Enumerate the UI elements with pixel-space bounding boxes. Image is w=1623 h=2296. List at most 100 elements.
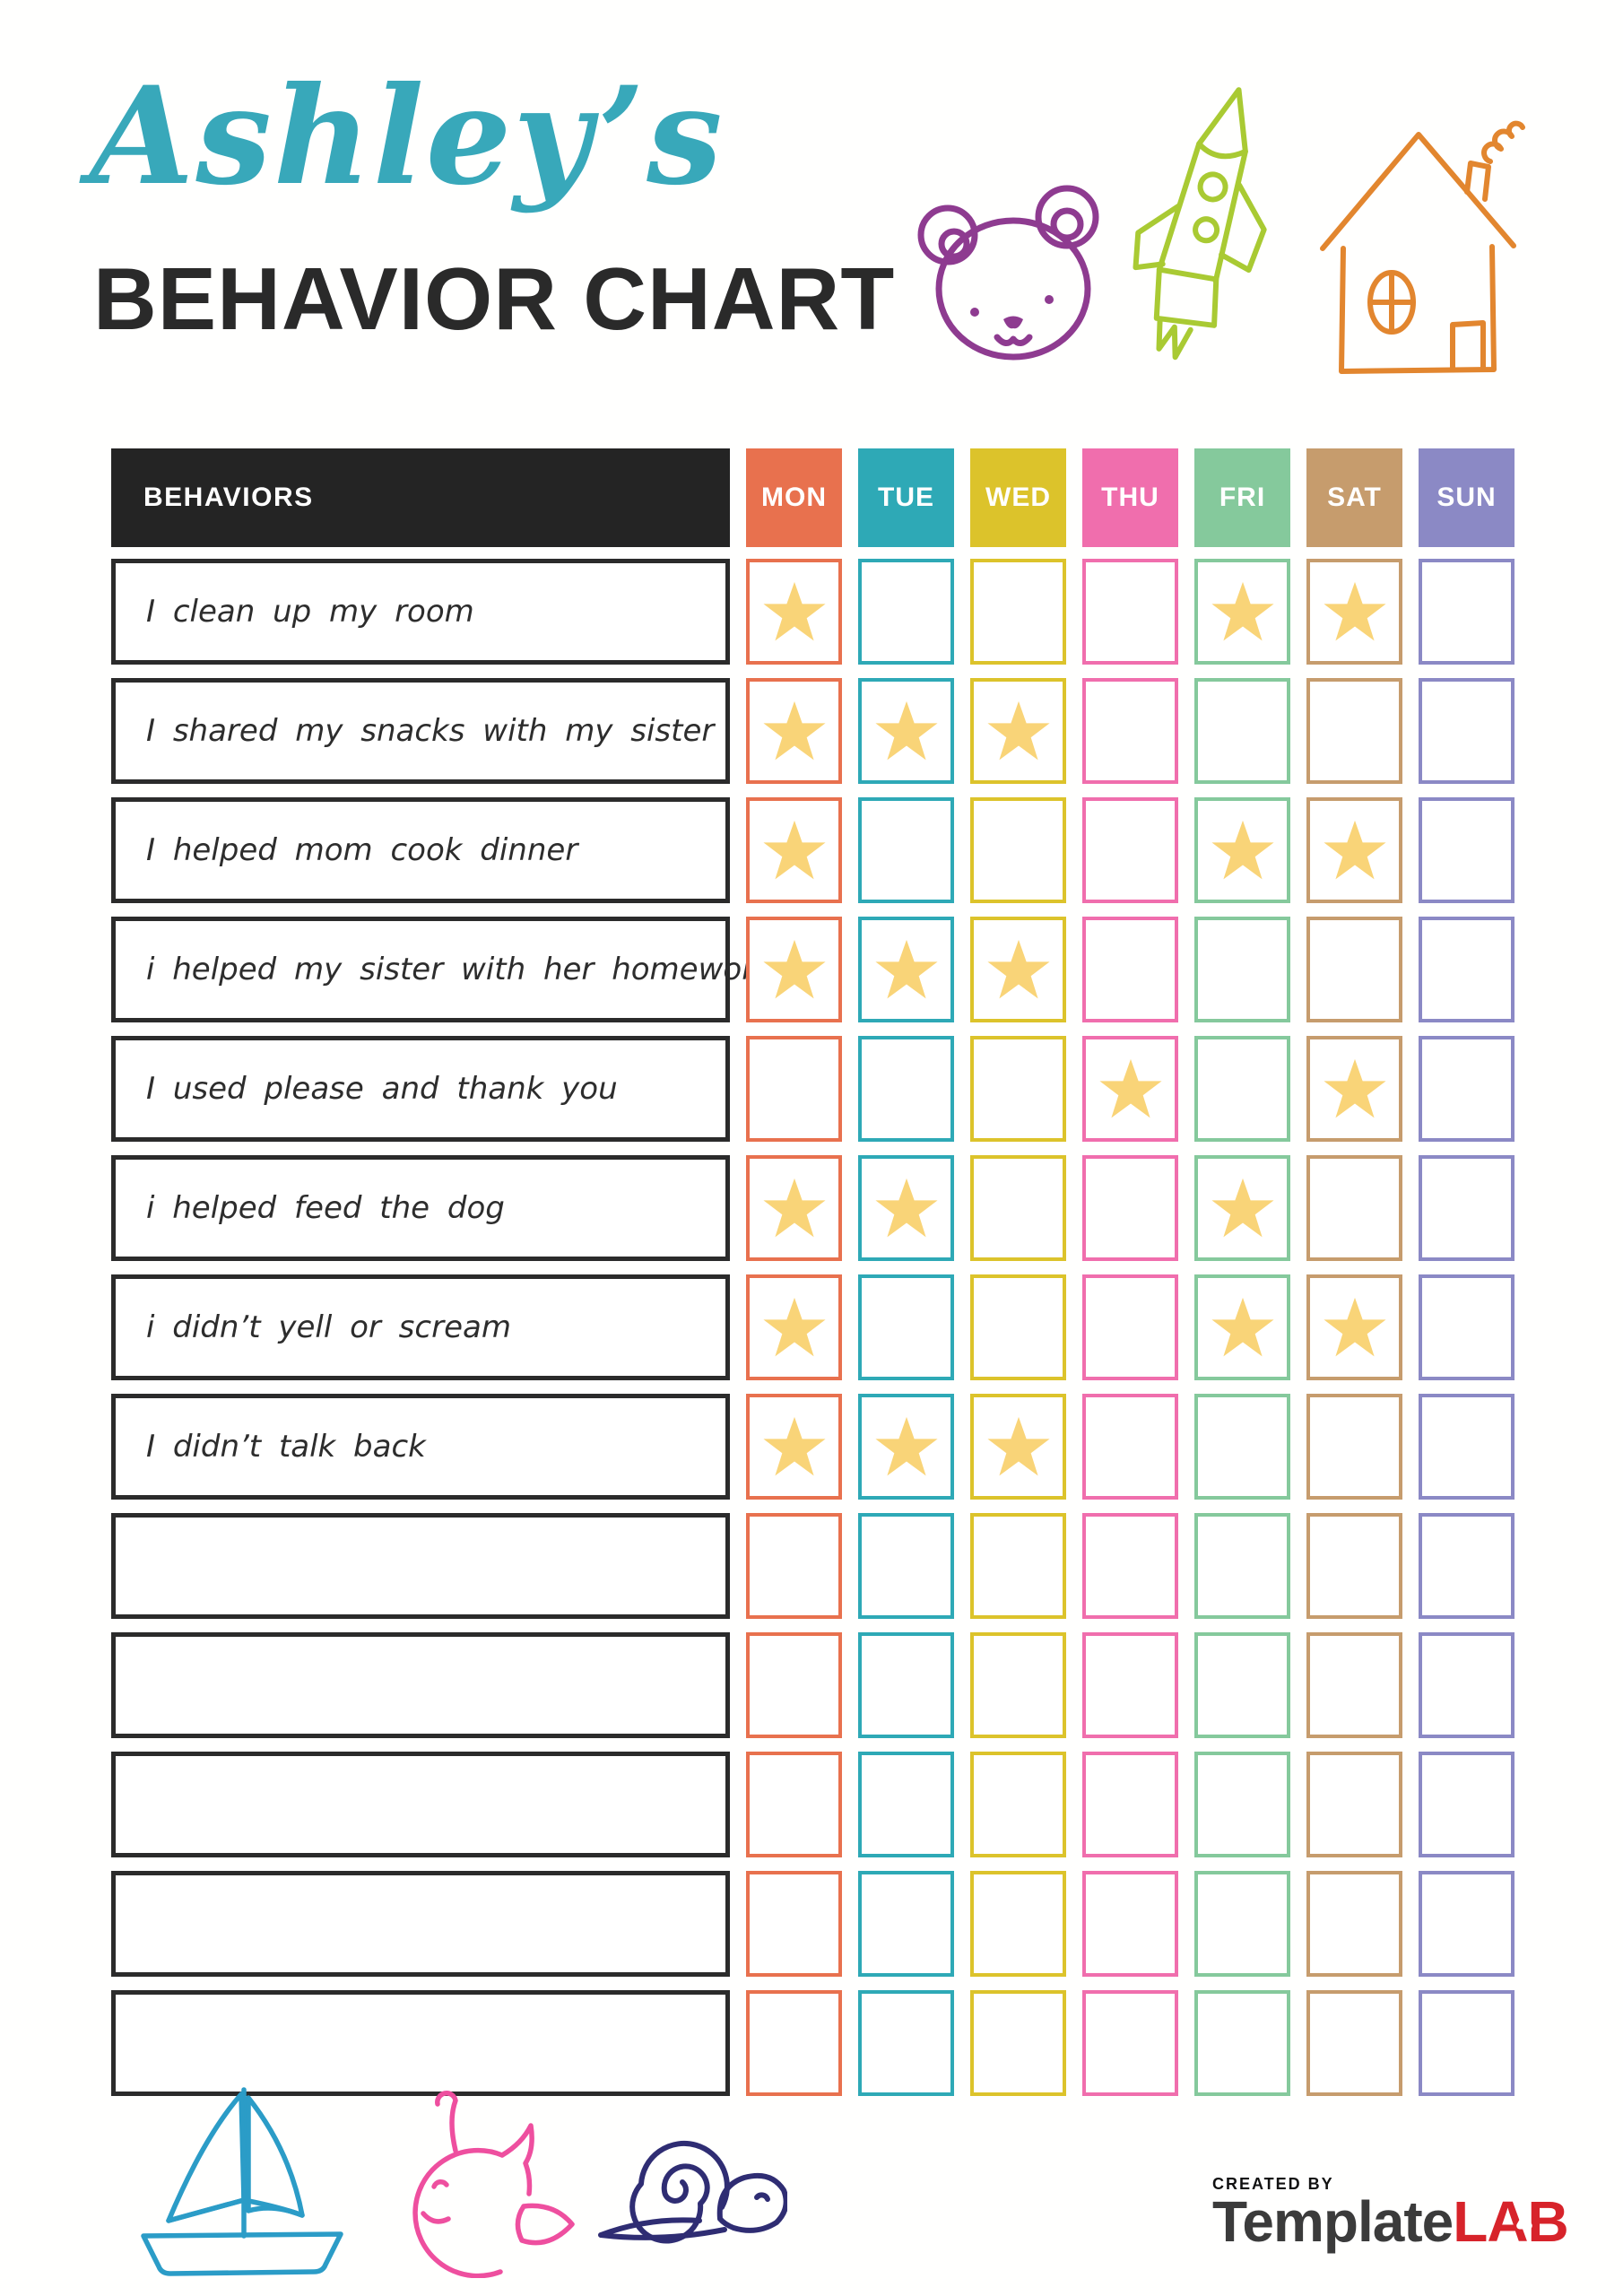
star-icon (1323, 1297, 1386, 1357)
day-cell-mon (746, 917, 842, 1022)
day-cell-thu (1082, 559, 1178, 665)
star-icon (874, 939, 938, 999)
day-cell-thu (1082, 1394, 1178, 1500)
day-cell-fri (1194, 917, 1290, 1022)
day-cell-sat (1306, 678, 1402, 784)
day-cell-tue (858, 1394, 954, 1500)
day-cell-sun (1419, 1752, 1515, 1857)
star-icon (1323, 820, 1386, 880)
behavior-label-box: I didn’t talk back (111, 1394, 730, 1500)
day-cell-fri (1194, 559, 1290, 665)
behavior-row: I shared my snacks with my sister (111, 678, 1515, 784)
star-icon (762, 1416, 826, 1476)
behavior-row: i didn’t yell or scream (111, 1274, 1515, 1380)
table-body: I clean up my room I shared my snacks wi… (111, 559, 1515, 2096)
behavior-label-box: I shared my snacks with my sister (111, 678, 730, 784)
day-cell-fri (1194, 1752, 1290, 1857)
day-cell-fri (1194, 1513, 1290, 1619)
day-cell-wed (970, 1871, 1066, 1977)
day-cell-sun (1419, 1871, 1515, 1977)
day-cell-wed (970, 1155, 1066, 1261)
whale-icon (412, 2091, 575, 2278)
day-header-fri: FRI (1194, 448, 1290, 547)
day-cell-fri (1194, 1036, 1290, 1142)
star-icon (762, 820, 826, 880)
day-cell-sat (1306, 1871, 1402, 1977)
behavior-row: I helped mom cook dinner (111, 797, 1515, 903)
behavior-label-box: I used please and thank you (111, 1036, 730, 1142)
star-icon (762, 939, 826, 999)
behavior-label: I clean up my room (146, 594, 474, 630)
star-icon (1323, 581, 1386, 641)
day-cell-mon (746, 1036, 842, 1142)
behavior-row: i helped my sister with her homework (111, 917, 1515, 1022)
day-header-wed: WED (970, 448, 1066, 547)
day-cell-sun (1419, 1990, 1515, 2096)
day-cell-tue (858, 678, 954, 784)
star-icon (986, 939, 1050, 999)
day-cell-sun (1419, 917, 1515, 1022)
page-title: BEHAVIOR CHART (93, 249, 896, 348)
day-header-thu: THU (1082, 448, 1178, 547)
day-cell-mon (746, 797, 842, 903)
day-cell-thu (1082, 1871, 1178, 1977)
behavior-label: I used please and thank you (146, 1071, 618, 1107)
day-cell-thu (1082, 678, 1178, 784)
behavior-label: I shared my snacks with my sister (146, 713, 715, 749)
behavior-label: i helped my sister with her homework (146, 952, 772, 987)
day-cell-tue (858, 1274, 954, 1380)
behavior-row (111, 1513, 1515, 1619)
behavior-label-box (111, 1632, 730, 1738)
day-cell-wed (970, 1752, 1066, 1857)
day-cell-tue (858, 1155, 954, 1261)
day-cell-thu (1082, 1513, 1178, 1619)
day-cell-thu (1082, 797, 1178, 903)
day-cell-wed (970, 797, 1066, 903)
day-cell-sat (1306, 559, 1402, 665)
day-cell-sun (1419, 1394, 1515, 1500)
day-cell-sun (1419, 678, 1515, 784)
day-cell-wed (970, 1632, 1066, 1738)
bear-icon (917, 185, 1099, 361)
star-icon (986, 1416, 1050, 1476)
day-cell-thu (1082, 1752, 1178, 1857)
behavior-row: i helped feed the dog (111, 1155, 1515, 1261)
behavior-label: i didn’t yell or scream (146, 1309, 511, 1345)
star-icon (874, 1178, 938, 1238)
day-cell-tue (858, 1752, 954, 1857)
behavior-label-box (111, 1513, 730, 1619)
templatelab-logo: CREATED BY TemplateLAB (1212, 2176, 1571, 2252)
star-icon (874, 1416, 938, 1476)
day-cell-wed (970, 917, 1066, 1022)
flask-icon (1516, 2207, 1532, 2230)
star-icon (1098, 1058, 1162, 1118)
child-name-title: Ashley’s (90, 57, 725, 215)
behavior-row (111, 1632, 1515, 1738)
day-cell-mon (746, 678, 842, 784)
behavior-label-box: i helped feed the dog (111, 1155, 730, 1261)
behavior-label-box (111, 1871, 730, 1977)
day-cell-thu (1082, 1990, 1178, 2096)
day-cell-mon (746, 559, 842, 665)
day-cell-thu (1082, 1632, 1178, 1738)
star-icon (1211, 581, 1274, 641)
day-cell-fri (1194, 678, 1290, 784)
behavior-table: BEHAVIORS MON TUE WED THU FRI SAT SUN I clean … (111, 448, 1515, 2109)
day-header-mon: MON (746, 448, 842, 547)
day-cell-sat (1306, 1036, 1402, 1142)
brand-template: Template (1212, 2189, 1454, 2254)
day-cell-sun (1419, 1513, 1515, 1619)
behavior-row (111, 1752, 1515, 1857)
behavior-row (111, 1990, 1515, 2096)
day-cell-fri (1194, 1632, 1290, 1738)
rocket-icon (1133, 87, 1267, 361)
day-cell-tue (858, 797, 954, 903)
day-cell-sat (1306, 1394, 1402, 1500)
day-cell-sun (1419, 1036, 1515, 1142)
behavior-label-box: I clean up my room (111, 559, 730, 665)
day-cell-mon (746, 1871, 842, 1977)
sailboat-icon (141, 2087, 343, 2276)
day-cell-mon (746, 1990, 842, 2096)
behavior-row: I used please and thank you (111, 1036, 1515, 1142)
star-icon (1323, 1058, 1386, 1118)
